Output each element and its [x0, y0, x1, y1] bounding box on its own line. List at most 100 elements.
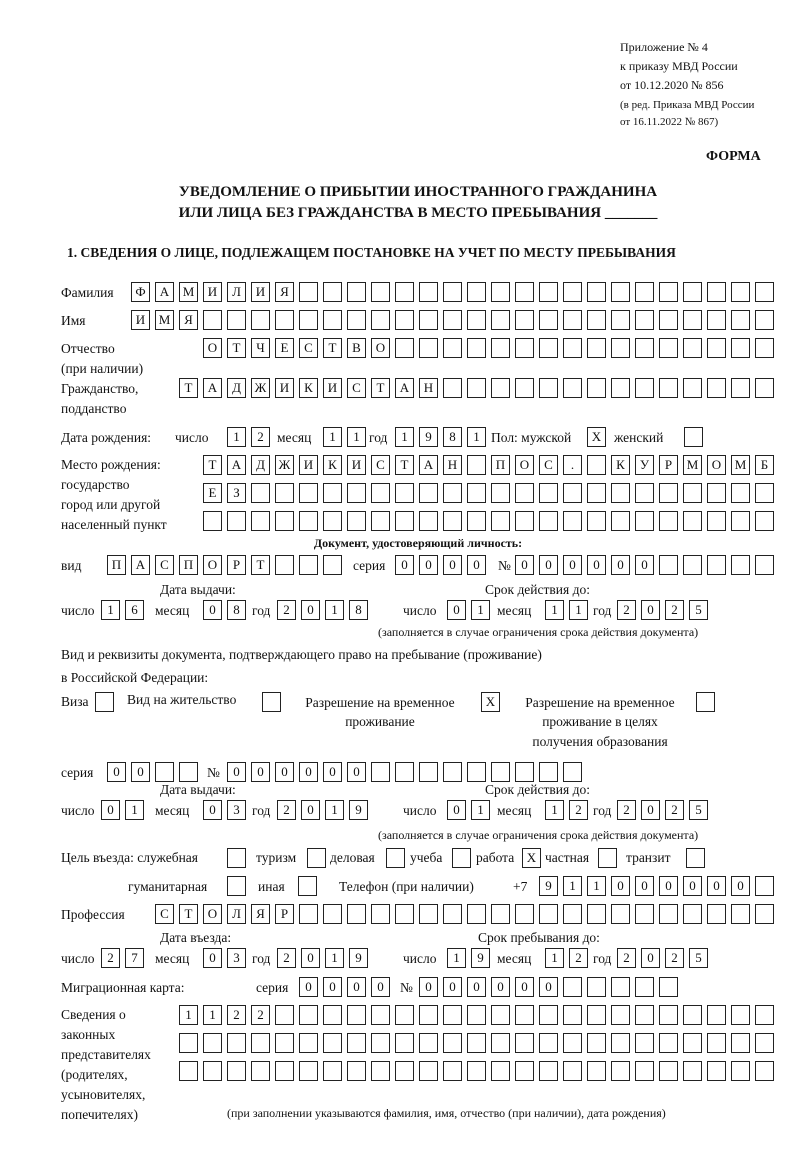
- stay-year-box[interactable]: 2: [665, 948, 684, 968]
- pob-line3-box[interactable]: [635, 511, 654, 531]
- id-number-box[interactable]: [731, 555, 750, 575]
- pob-line1-box[interactable]: Б: [755, 455, 774, 475]
- reps-line3-box[interactable]: [275, 1061, 294, 1081]
- pob-line1-box[interactable]: [587, 455, 606, 475]
- pob-line2-box[interactable]: [395, 483, 414, 503]
- reps-line3-box[interactable]: [683, 1061, 702, 1081]
- surname-box[interactable]: [683, 282, 702, 302]
- citizenship-box[interactable]: [683, 378, 702, 398]
- pob-line1-box[interactable]: А: [419, 455, 438, 475]
- reps-line1-box[interactable]: [635, 1005, 654, 1025]
- doc-issue-month-box[interactable]: 3: [227, 800, 246, 820]
- entry-month-box[interactable]: 3: [227, 948, 246, 968]
- doc-number-box[interactable]: 0: [323, 762, 342, 782]
- reps-line2-box[interactable]: [563, 1033, 582, 1053]
- reps-line2-box[interactable]: [323, 1033, 342, 1053]
- name-box[interactable]: [491, 310, 510, 330]
- reps-line1-box[interactable]: 1: [179, 1005, 198, 1025]
- profession-box[interactable]: [539, 904, 558, 924]
- profession-box[interactable]: [347, 904, 366, 924]
- pob-line2-box[interactable]: [419, 483, 438, 503]
- reps-line2-box[interactable]: [179, 1033, 198, 1053]
- reps-line3-box[interactable]: [443, 1061, 462, 1081]
- pob-line1-box[interactable]: С: [539, 455, 558, 475]
- purpose-private-box[interactable]: [598, 848, 617, 868]
- patronymic-box[interactable]: Т: [323, 338, 342, 358]
- doc-number-box[interactable]: [467, 762, 486, 782]
- id-valid-month-box[interactable]: 1: [545, 600, 564, 620]
- pob-line3-box[interactable]: [755, 511, 774, 531]
- id-issue-year-box[interactable]: 1: [325, 600, 344, 620]
- stay-month-box[interactable]: 2: [569, 948, 588, 968]
- surname-box[interactable]: М: [179, 282, 198, 302]
- reps-line1-box[interactable]: 2: [251, 1005, 270, 1025]
- reps-line2-box[interactable]: [467, 1033, 486, 1053]
- pob-line2-box[interactable]: [707, 483, 726, 503]
- mc-number-box[interactable]: 0: [515, 977, 534, 997]
- profession-box[interactable]: [467, 904, 486, 924]
- phone-box[interactable]: 1: [563, 876, 582, 896]
- citizenship-box[interactable]: С: [347, 378, 366, 398]
- surname-box[interactable]: [707, 282, 726, 302]
- id-number-box[interactable]: 0: [563, 555, 582, 575]
- pob-line3-box[interactable]: [371, 511, 390, 531]
- profession-box[interactable]: [611, 904, 630, 924]
- pob-line3-box[interactable]: [659, 511, 678, 531]
- id-number-box[interactable]: [683, 555, 702, 575]
- dob-year-box[interactable]: 1: [395, 427, 414, 447]
- surname-box[interactable]: [419, 282, 438, 302]
- reps-line3-box[interactable]: [299, 1061, 318, 1081]
- pob-line1-box[interactable]: Н: [443, 455, 462, 475]
- name-box[interactable]: [611, 310, 630, 330]
- id-issue-day-box[interactable]: 6: [125, 600, 144, 620]
- citizenship-box[interactable]: Т: [179, 378, 198, 398]
- surname-box[interactable]: [587, 282, 606, 302]
- patronymic-box[interactable]: [659, 338, 678, 358]
- id-series-box[interactable]: 0: [419, 555, 438, 575]
- surname-box[interactable]: [491, 282, 510, 302]
- reps-line2-box[interactable]: [419, 1033, 438, 1053]
- doc-series-box[interactable]: [155, 762, 174, 782]
- reps-line1-box[interactable]: [323, 1005, 342, 1025]
- reps-line1-box[interactable]: [443, 1005, 462, 1025]
- pob-line2-box[interactable]: [299, 483, 318, 503]
- doc-trp-box[interactable]: X: [481, 692, 500, 712]
- reps-line2-box[interactable]: [443, 1033, 462, 1053]
- citizenship-box[interactable]: А: [203, 378, 222, 398]
- doc-series-box[interactable]: [179, 762, 198, 782]
- pob-line1-box[interactable]: М: [731, 455, 750, 475]
- citizenship-box[interactable]: К: [299, 378, 318, 398]
- pob-line2-box[interactable]: Е: [203, 483, 222, 503]
- entry-year-box[interactable]: 1: [325, 948, 344, 968]
- reps-line2-box[interactable]: [683, 1033, 702, 1053]
- pob-line2-box[interactable]: [251, 483, 270, 503]
- citizenship-box[interactable]: И: [323, 378, 342, 398]
- dob-year-box[interactable]: 9: [419, 427, 438, 447]
- reps-line2-box[interactable]: [203, 1033, 222, 1053]
- doc-issue-year-box[interactable]: 1: [325, 800, 344, 820]
- purpose-service-box[interactable]: [227, 848, 246, 868]
- name-box[interactable]: [203, 310, 222, 330]
- pob-line3-box[interactable]: [539, 511, 558, 531]
- stay-day-box[interactable]: 9: [471, 948, 490, 968]
- reps-line3-box[interactable]: [491, 1061, 510, 1081]
- reps-line2-box[interactable]: [227, 1033, 246, 1053]
- pob-line2-box[interactable]: [635, 483, 654, 503]
- id-series-box[interactable]: 0: [443, 555, 462, 575]
- doc-number-box[interactable]: [371, 762, 390, 782]
- reps-line1-box[interactable]: [755, 1005, 774, 1025]
- citizenship-box[interactable]: [443, 378, 462, 398]
- name-box[interactable]: И: [131, 310, 150, 330]
- reps-line2-box[interactable]: [587, 1033, 606, 1053]
- doc-number-box[interactable]: [395, 762, 414, 782]
- name-box[interactable]: [371, 310, 390, 330]
- id-issue-year-box[interactable]: 8: [349, 600, 368, 620]
- doc-number-box[interactable]: [563, 762, 582, 782]
- doc-number-box[interactable]: [539, 762, 558, 782]
- sex-male-box[interactable]: X: [587, 427, 606, 447]
- reps-line2-box[interactable]: [731, 1033, 750, 1053]
- mc-number-box[interactable]: 0: [467, 977, 486, 997]
- id-kind-box[interactable]: П: [107, 555, 126, 575]
- reps-line1-box[interactable]: [659, 1005, 678, 1025]
- doc-issue-day-box[interactable]: 1: [125, 800, 144, 820]
